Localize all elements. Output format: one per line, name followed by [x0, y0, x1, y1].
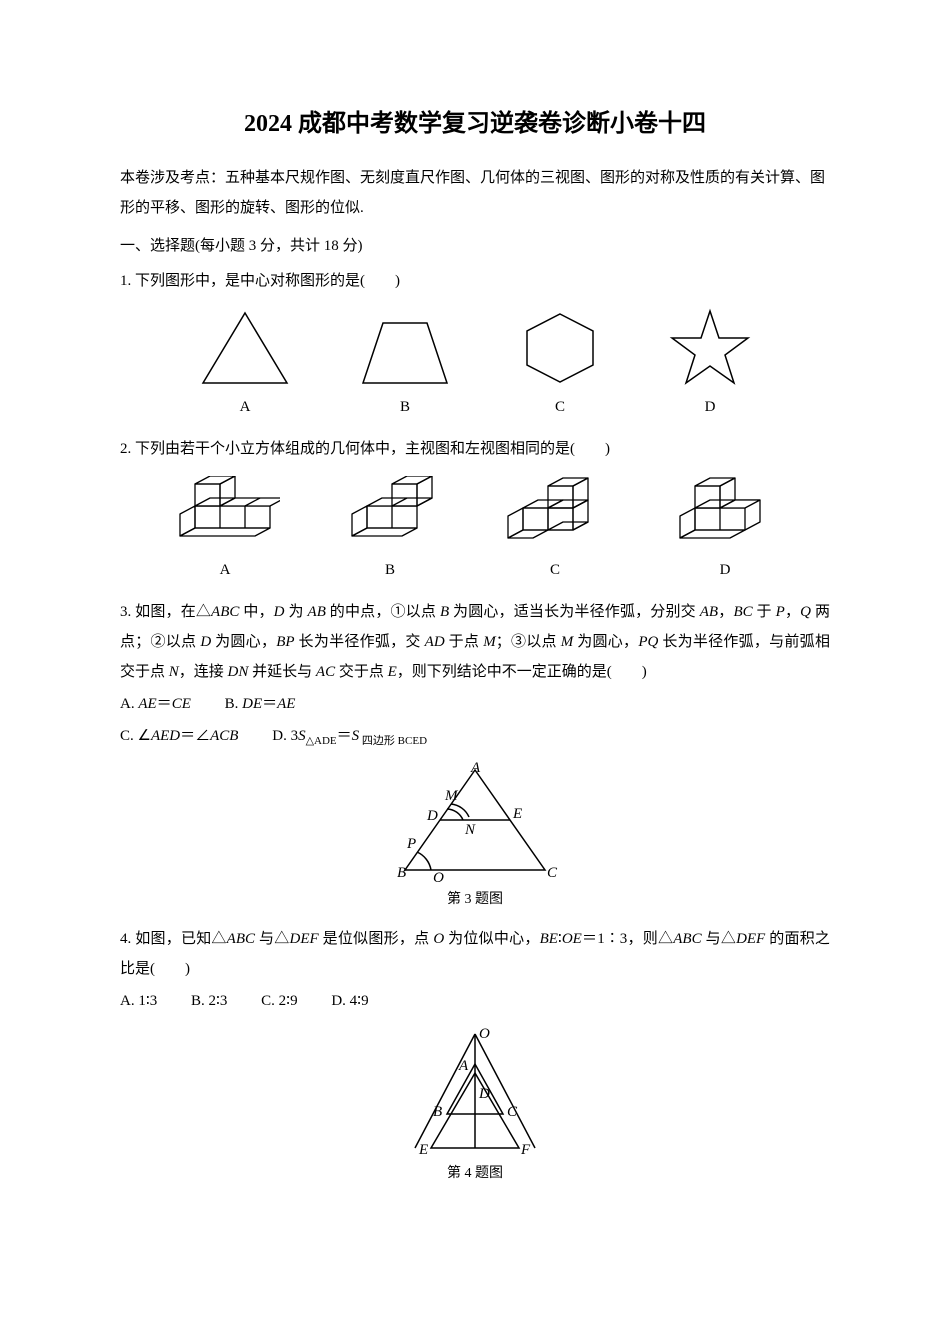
q4-options: A. 1∶3 B. 2∶3 C. 2∶9 D. 4∶9 — [120, 986, 830, 1016]
q4-opt-b: B. 2∶3 — [191, 986, 227, 1016]
q1-label-b: B — [355, 392, 455, 422]
q2-opt-c: C — [500, 476, 610, 585]
q4-opt-c: C. 2∶9 — [261, 986, 297, 1016]
q3-options-2: C. ∠AED＝∠ACB D. 3S△ADE＝S 四边形 BCED — [120, 721, 830, 752]
q4-opt-d: D. 4∶9 — [331, 986, 368, 1016]
q4-text: 4. 如图，已知△ABC 与△DEF 是位似图形，点 O 为位似中心，BE∶OE… — [120, 924, 830, 984]
q3-opt-a: A. AE＝CE — [120, 689, 191, 719]
q3-figure: A B C D E M N P Q 第 3 题图 — [120, 762, 830, 914]
q4-opt-a: A. 1∶3 — [120, 986, 157, 1016]
q3-lbl-Q: Q — [433, 870, 444, 882]
cubes-c-icon — [500, 476, 610, 551]
q1-text: 1. 下列图形中，是中心对称图形的是( ) — [120, 266, 830, 296]
page-title: 2024 成都中考数学复习逆袭卷诊断小卷十四 — [120, 100, 830, 148]
q2-opt-d: D — [670, 476, 780, 585]
q1-opt-c: C — [515, 308, 605, 422]
q4-lbl-B: B — [433, 1104, 442, 1120]
q2-label-c: C — [500, 555, 610, 585]
q3-lbl-N: N — [464, 822, 476, 838]
q1-opt-a: A — [195, 308, 295, 422]
q4-lbl-C: C — [507, 1104, 518, 1120]
q2-opt-b: B — [340, 476, 440, 585]
trapezoid-icon — [355, 308, 455, 388]
q1-figures: A B C D — [120, 308, 830, 422]
q3-opt-b: B. DE＝AE — [225, 689, 296, 719]
q3-lbl-E: E — [512, 806, 522, 822]
hexagon-icon — [515, 308, 605, 388]
q2-figures: A B — [120, 476, 830, 585]
q3-options: A. AE＝CE B. DE＝AE — [120, 689, 830, 719]
q2-text: 2. 下列由若干个小立方体组成的几何体中，主视图和左视图相同的是( ) — [120, 434, 830, 464]
section-heading: 一、选择题(每小题 3 分，共计 18 分) — [120, 231, 830, 261]
cubes-b-icon — [340, 476, 440, 551]
q1-opt-d: D — [665, 308, 755, 422]
cubes-a-icon — [170, 476, 280, 551]
q4-lbl-E: E — [418, 1142, 428, 1156]
q2-label-d: D — [670, 555, 780, 585]
q4-lbl-D: D — [478, 1086, 490, 1102]
q3-opt-d: D. 3S△ADE＝S 四边形 BCED — [272, 721, 427, 752]
q4-lbl-F: F — [520, 1142, 531, 1156]
q3-lbl-M: M — [444, 788, 459, 804]
q1-label-d: D — [665, 392, 755, 422]
star-icon — [665, 308, 755, 388]
q3-caption: 第 3 题图 — [120, 886, 830, 914]
q3-text: 3. 如图，在△ABC 中，D 为 AB 的中点，①以点 B 为圆心，适当长为半… — [120, 597, 830, 687]
q3-lbl-P: P — [406, 836, 416, 852]
q4-figure: O A B C D E F 第 4 题图 — [120, 1026, 830, 1188]
q3-lbl-D: D — [426, 808, 438, 824]
q1-opt-b: B — [355, 308, 455, 422]
q4-lbl-O: O — [479, 1026, 490, 1042]
intro-text: 本卷涉及考点：五种基本尺规作图、无刻度直尺作图、几何体的三视图、图形的对称及性质… — [120, 163, 830, 223]
q2-opt-a: A — [170, 476, 280, 585]
q4-lbl-A: A — [458, 1058, 469, 1074]
q3-lbl-B: B — [397, 865, 406, 881]
q1-label-a: A — [195, 392, 295, 422]
triangle-icon — [195, 308, 295, 388]
cubes-d-icon — [670, 476, 780, 551]
q4-caption: 第 4 题图 — [120, 1160, 830, 1188]
q3-lbl-C: C — [547, 865, 558, 881]
q2-label-b: B — [340, 555, 440, 585]
q2-label-a: A — [170, 555, 280, 585]
q1-label-c: C — [515, 392, 605, 422]
q3-opt-c: C. ∠AED＝∠ACB — [120, 721, 238, 751]
q3-lbl-A: A — [470, 762, 481, 776]
